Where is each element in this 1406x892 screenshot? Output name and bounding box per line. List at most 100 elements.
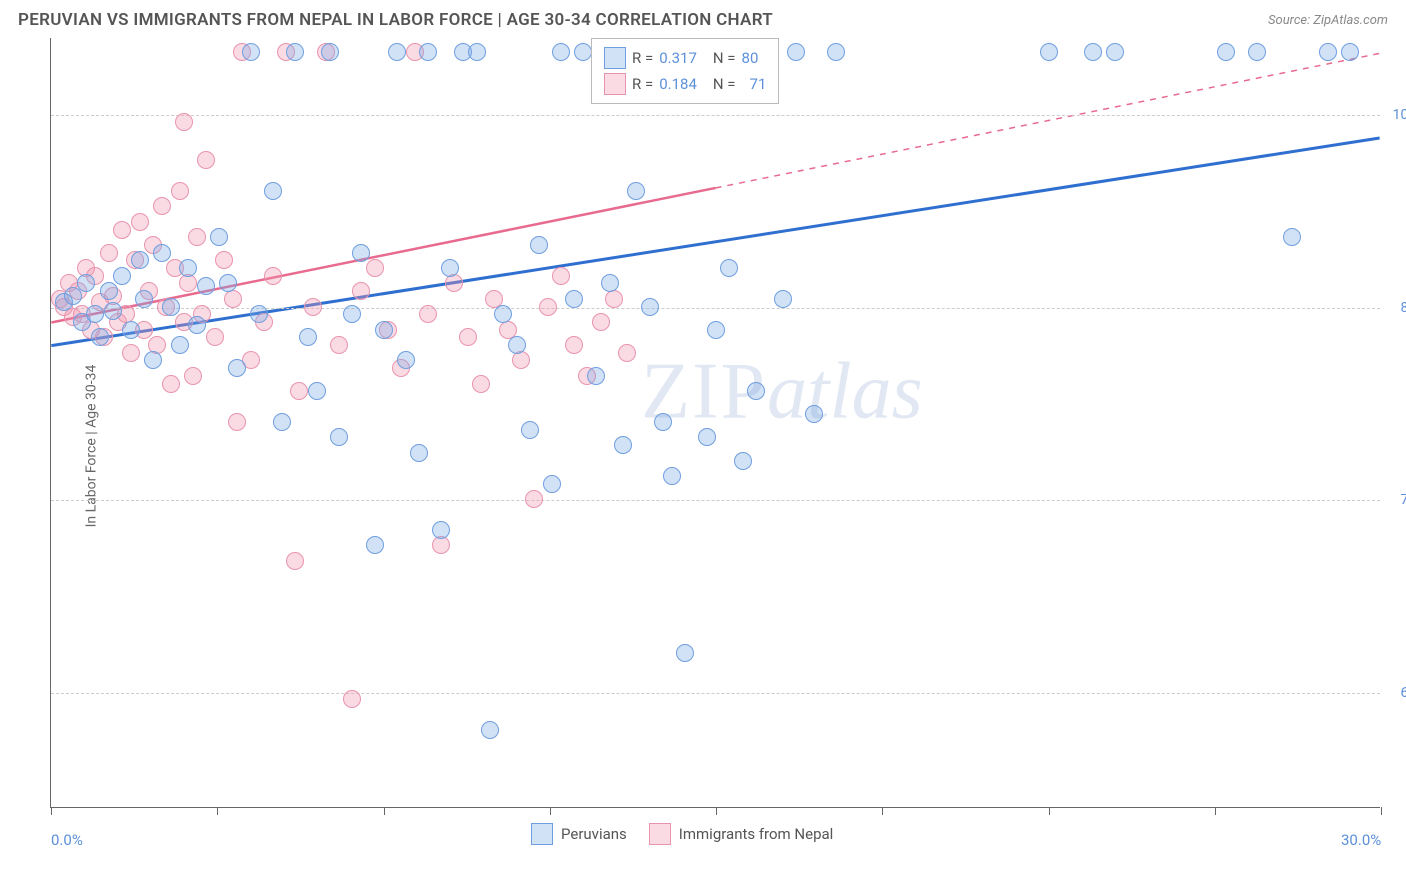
chart-container: In Labor Force | Age 30-34 ZIPatlas R = … — [18, 36, 1388, 856]
data-point-nepal — [366, 259, 384, 277]
n-value-nepal: 71 — [750, 75, 767, 93]
data-point-nepal — [445, 274, 463, 292]
data-point-peruvian — [122, 321, 140, 339]
n-label: N = — [713, 49, 736, 67]
data-point-peruvian — [468, 43, 486, 61]
data-point-nepal — [552, 267, 570, 285]
data-point-nepal — [539, 298, 557, 316]
data-point-peruvian — [543, 475, 561, 493]
data-point-peruvian — [188, 316, 206, 334]
data-point-nepal — [264, 267, 282, 285]
x-tick-label: 30.0% — [1341, 831, 1381, 849]
data-point-nepal — [472, 375, 490, 393]
n-value-peruvian: 80 — [742, 49, 759, 67]
data-point-peruvian — [827, 43, 845, 61]
data-point-peruvian — [419, 43, 437, 61]
data-point-nepal — [290, 382, 308, 400]
legend-item-nepal: Immigrants from Nepal — [649, 823, 834, 845]
series-legend: Peruvians Immigrants from Nepal — [531, 823, 833, 845]
data-point-peruvian — [587, 367, 605, 385]
data-point-peruvian — [627, 182, 645, 200]
data-point-peruvian — [131, 251, 149, 269]
data-point-peruvian — [228, 359, 246, 377]
data-point-peruvian — [100, 282, 118, 300]
data-point-nepal — [525, 490, 543, 508]
data-point-peruvian — [663, 467, 681, 485]
gridline-h — [51, 115, 1380, 116]
data-point-peruvian — [343, 305, 361, 323]
data-point-peruvian — [805, 405, 823, 423]
data-point-peruvian — [330, 428, 348, 446]
y-tick-label: 75.0% — [1400, 492, 1406, 508]
data-point-peruvian — [135, 290, 153, 308]
data-point-peruvian — [113, 267, 131, 285]
r-value-nepal: 0.184 — [659, 75, 697, 93]
data-point-nepal — [343, 690, 361, 708]
data-point-peruvian — [601, 274, 619, 292]
data-point-peruvian — [494, 305, 512, 323]
data-point-peruvian — [1106, 43, 1124, 61]
data-point-nepal — [100, 244, 118, 262]
data-point-nepal — [304, 298, 322, 316]
data-point-peruvian — [162, 298, 180, 316]
y-tick-label: 87.5% — [1400, 300, 1406, 316]
data-point-peruvian — [441, 259, 459, 277]
x-tick — [1381, 807, 1382, 815]
x-tick — [882, 807, 883, 815]
chart-title: PERUVIAN VS IMMIGRANTS FROM NEPAL IN LAB… — [18, 10, 773, 30]
data-point-peruvian — [144, 351, 162, 369]
swatch-peruvian — [531, 823, 553, 845]
data-point-peruvian — [299, 328, 317, 346]
data-point-peruvian — [654, 413, 672, 431]
data-point-nepal — [459, 328, 477, 346]
data-point-peruvian — [707, 321, 725, 339]
gridline-h — [51, 693, 1380, 694]
swatch-peruvian — [604, 47, 626, 69]
data-point-peruvian — [91, 328, 109, 346]
data-point-nepal — [113, 221, 131, 239]
data-point-peruvian — [734, 452, 752, 470]
x-tick — [384, 807, 385, 815]
x-tick — [51, 807, 52, 815]
n-label: N = — [713, 75, 736, 93]
data-point-nepal — [153, 197, 171, 215]
data-point-peruvian — [352, 244, 370, 262]
source-attribution: Source: ZipAtlas.com — [1268, 13, 1388, 28]
data-point-peruvian — [286, 43, 304, 61]
data-point-peruvian — [242, 43, 260, 61]
data-point-nepal — [215, 251, 233, 269]
data-point-peruvian — [104, 302, 122, 320]
data-point-peruvian — [521, 421, 539, 439]
data-point-peruvian — [410, 444, 428, 462]
data-point-nepal — [286, 552, 304, 570]
data-point-peruvian — [614, 436, 632, 454]
data-point-peruvian — [77, 274, 95, 292]
x-tick — [1049, 807, 1050, 815]
data-point-nepal — [184, 367, 202, 385]
data-point-nepal — [618, 344, 636, 362]
data-point-nepal — [419, 305, 437, 323]
x-tick — [550, 807, 551, 815]
data-point-peruvian — [1084, 43, 1102, 61]
r-value-peruvian: 0.317 — [659, 49, 697, 67]
data-point-peruvian — [574, 43, 592, 61]
y-tick-label: 62.5% — [1400, 685, 1406, 701]
data-point-peruvian — [774, 290, 792, 308]
data-point-nepal — [330, 336, 348, 354]
data-point-peruvian — [1319, 43, 1337, 61]
r-label: R = — [632, 49, 653, 67]
data-point-nepal — [175, 113, 193, 131]
data-point-peruvian — [565, 290, 583, 308]
data-point-peruvian — [530, 236, 548, 254]
data-point-peruvian — [552, 43, 570, 61]
data-point-peruvian — [481, 721, 499, 739]
r-label: R = — [632, 75, 653, 93]
data-point-peruvian — [264, 182, 282, 200]
data-point-peruvian — [720, 259, 738, 277]
data-point-nepal — [592, 313, 610, 331]
data-point-peruvian — [250, 305, 268, 323]
watermark: ZIPatlas — [641, 346, 923, 437]
swatch-nepal — [649, 823, 671, 845]
data-point-peruvian — [676, 644, 694, 662]
data-point-nepal — [197, 151, 215, 169]
